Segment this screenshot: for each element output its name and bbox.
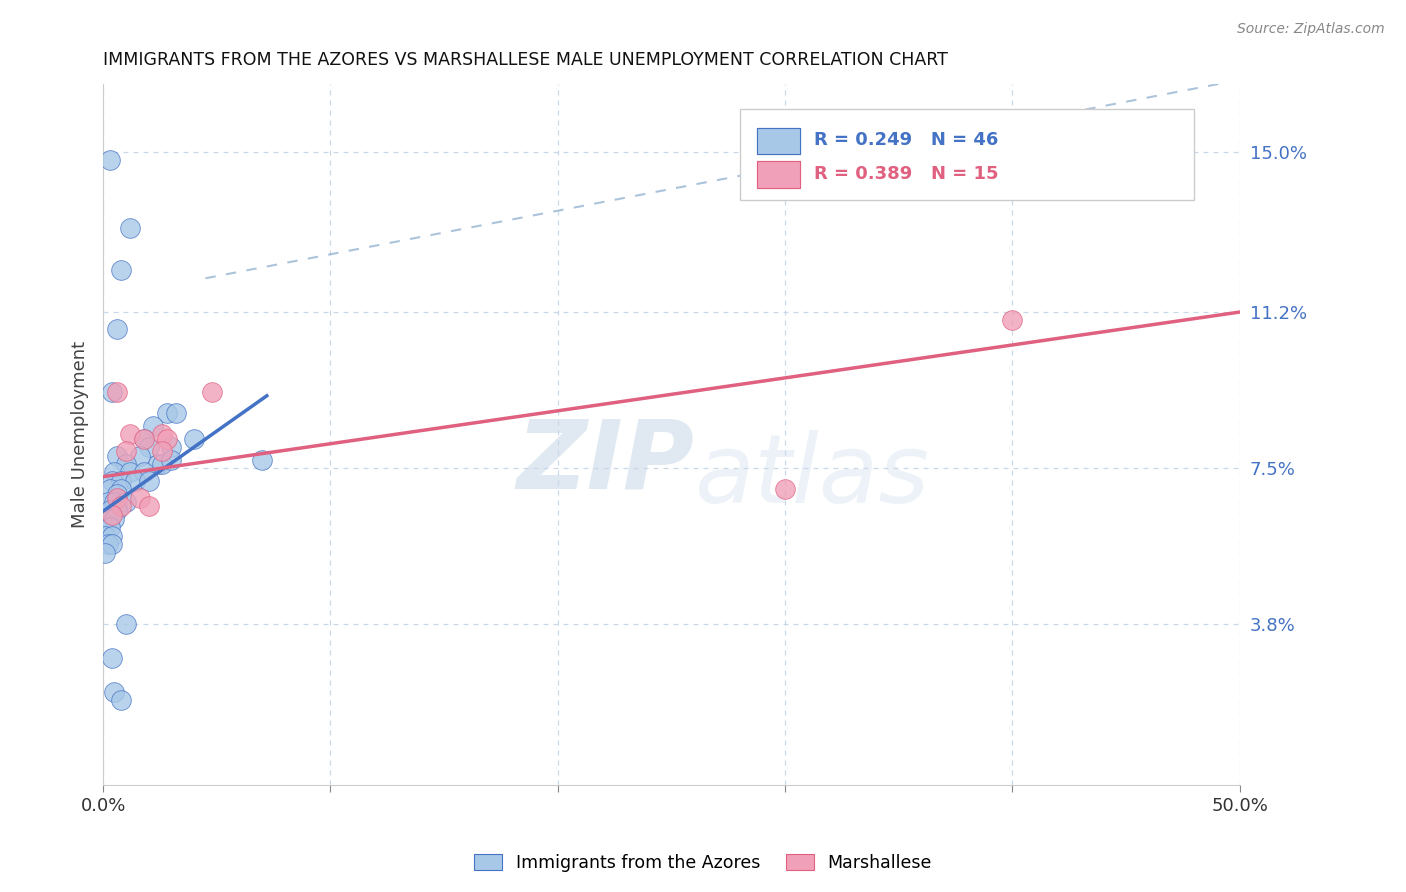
Point <box>132 466 155 480</box>
Text: Source: ZipAtlas.com: Source: ZipAtlas.com <box>1237 22 1385 37</box>
Point <box>110 693 132 707</box>
Point <box>103 512 125 526</box>
Text: ZIP: ZIP <box>516 416 695 509</box>
Point <box>101 474 124 488</box>
Point <box>138 474 160 488</box>
Point <box>115 444 138 458</box>
Point <box>160 452 183 467</box>
Point <box>115 457 138 471</box>
Point <box>150 427 173 442</box>
Point <box>115 495 138 509</box>
Point <box>97 537 120 551</box>
Point <box>252 452 274 467</box>
Point <box>115 617 138 632</box>
Point <box>110 499 132 513</box>
Point <box>150 444 173 458</box>
Point <box>773 483 796 497</box>
Point <box>103 685 125 699</box>
Point <box>94 546 117 560</box>
Point <box>105 503 128 517</box>
Point <box>150 457 173 471</box>
Text: atlas: atlas <box>695 430 929 523</box>
Point <box>128 491 150 505</box>
Point <box>120 466 142 480</box>
FancyBboxPatch shape <box>756 161 800 188</box>
Point <box>101 529 124 543</box>
Point <box>103 495 125 509</box>
Point <box>110 474 132 488</box>
Point <box>1001 313 1024 327</box>
Point <box>101 651 124 665</box>
Point <box>156 432 179 446</box>
Point <box>183 432 205 446</box>
Point <box>98 520 121 534</box>
Point <box>101 537 124 551</box>
Point <box>128 449 150 463</box>
Point <box>105 449 128 463</box>
FancyBboxPatch shape <box>756 128 800 154</box>
Point <box>101 508 124 522</box>
Point <box>138 499 160 513</box>
Point <box>132 432 155 446</box>
Point <box>105 322 128 336</box>
Legend: Immigrants from the Azores, Marshallese: Immigrants from the Azores, Marshallese <box>467 847 939 879</box>
Point <box>105 491 128 505</box>
Point <box>97 512 120 526</box>
Point <box>146 457 169 471</box>
Y-axis label: Male Unemployment: Male Unemployment <box>72 341 89 528</box>
Point <box>120 427 142 442</box>
Point <box>156 406 179 420</box>
Point <box>105 385 128 400</box>
Point <box>101 385 124 400</box>
Point <box>98 153 121 167</box>
Point <box>110 263 132 277</box>
Point <box>103 466 125 480</box>
Point <box>201 385 224 400</box>
Point <box>132 432 155 446</box>
FancyBboxPatch shape <box>740 109 1194 200</box>
Point <box>138 440 160 454</box>
Point <box>142 419 165 434</box>
Text: R = 0.249   N = 46: R = 0.249 N = 46 <box>814 131 998 149</box>
Point <box>120 220 142 235</box>
Point <box>160 440 183 454</box>
Point <box>165 406 187 420</box>
Point <box>98 483 121 497</box>
Point <box>124 474 146 488</box>
Point <box>98 503 121 517</box>
Text: IMMIGRANTS FROM THE AZORES VS MARSHALLESE MALE UNEMPLOYMENT CORRELATION CHART: IMMIGRANTS FROM THE AZORES VS MARSHALLES… <box>103 51 948 69</box>
Point <box>94 529 117 543</box>
Point <box>110 483 132 497</box>
Text: R = 0.389   N = 15: R = 0.389 N = 15 <box>814 165 998 183</box>
Point <box>105 486 128 500</box>
Point <box>97 495 120 509</box>
